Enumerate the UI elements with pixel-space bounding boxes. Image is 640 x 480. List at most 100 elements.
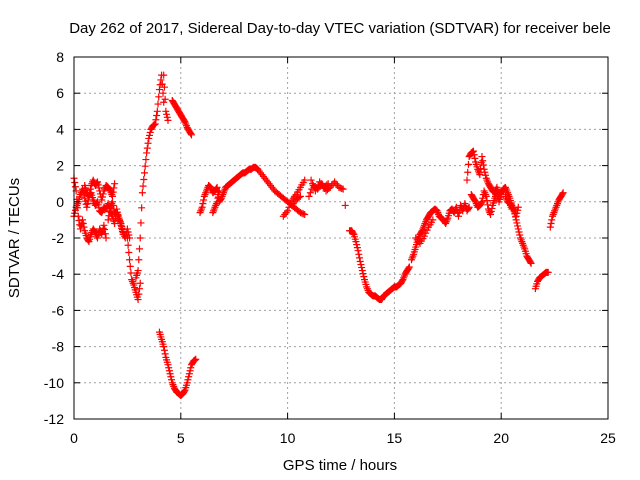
data-point xyxy=(111,180,119,188)
data-point-interp xyxy=(143,144,151,152)
data-point-interp xyxy=(358,264,366,272)
series-segment-early-b xyxy=(70,176,119,220)
data-point xyxy=(136,279,144,287)
data-point-interp xyxy=(306,189,314,197)
data-point-interp xyxy=(161,95,169,103)
y-tick-label: 0 xyxy=(56,194,64,210)
data-point-interp xyxy=(136,285,144,293)
data-point-interp xyxy=(128,277,136,285)
data-point-interp xyxy=(152,116,160,124)
data-point xyxy=(305,192,313,200)
data-point-interp xyxy=(163,110,171,118)
y-axis-label: SDTVAR / TECUs xyxy=(6,178,23,298)
data-point-interp xyxy=(477,165,485,173)
data-point xyxy=(463,176,471,184)
x-tick-label: 15 xyxy=(387,430,403,446)
data-point-interp xyxy=(78,219,86,227)
series-segment-rise-a xyxy=(407,200,473,264)
data-point-interp xyxy=(125,231,133,239)
data-point-interp xyxy=(153,112,161,120)
data-point-interp xyxy=(91,227,99,235)
data-point xyxy=(134,296,142,304)
series-segment-late-a xyxy=(531,268,552,293)
y-tick-label: -6 xyxy=(52,302,65,318)
data-point xyxy=(465,203,473,211)
data-point xyxy=(98,196,106,204)
data-point xyxy=(155,86,163,94)
data-point xyxy=(544,268,552,276)
data-point xyxy=(284,207,292,215)
data-point xyxy=(134,267,142,275)
x-tick-label: 10 xyxy=(280,430,296,446)
data-point xyxy=(307,176,315,184)
y-tick-label: 4 xyxy=(56,121,64,137)
data-point-interp xyxy=(146,128,154,136)
data-point-interp xyxy=(71,209,79,217)
data-point xyxy=(311,187,319,195)
data-point-interp xyxy=(199,200,207,208)
data-point xyxy=(123,234,131,242)
data-point-interp xyxy=(477,199,485,207)
data-point xyxy=(478,153,486,161)
data-point-interp xyxy=(471,197,479,205)
data-point-interp xyxy=(471,154,479,162)
x-tick-label: 25 xyxy=(600,430,616,446)
axis-ticks: 0 5 10 15 20 25 -12 -10 -8 -6 -4 -2 0 2 4 6 8 xyxy=(44,49,616,446)
series-segment-deep-dip xyxy=(155,328,200,399)
data-point-interp xyxy=(101,230,109,238)
data-point-interp xyxy=(84,200,92,208)
grid-layer xyxy=(74,57,608,419)
data-point-interp xyxy=(187,130,195,138)
data-point-interp xyxy=(95,184,103,192)
data-point xyxy=(160,98,168,106)
series-segment-spike-a xyxy=(463,147,535,267)
data-point-interp xyxy=(71,206,79,214)
data-point-interp xyxy=(408,254,416,262)
data-point-interp xyxy=(514,206,522,214)
series-segment-late-b xyxy=(546,189,567,231)
data-point-interp xyxy=(163,113,171,121)
data-point-interp xyxy=(356,254,364,262)
data-point-interp xyxy=(455,209,463,217)
data-point xyxy=(123,225,131,233)
data-point-interp xyxy=(479,194,487,202)
data-point xyxy=(429,216,437,224)
data-point-interp xyxy=(470,151,478,159)
x-tick-label: 0 xyxy=(70,430,78,446)
data-point-interp xyxy=(98,193,106,201)
data-point-interp xyxy=(475,169,483,177)
data-point-interp xyxy=(360,273,368,281)
data-point xyxy=(185,370,193,378)
data-point-interp xyxy=(79,220,87,228)
data-point xyxy=(482,192,490,200)
series-segment-climb-1 xyxy=(132,71,168,282)
data-point-interp xyxy=(144,139,152,147)
data-point xyxy=(81,194,89,202)
x-axis-label: GPS time / hours xyxy=(283,457,397,474)
data-point xyxy=(454,212,462,220)
y-tick-label: -4 xyxy=(52,266,65,282)
series-segment-isolated xyxy=(341,201,349,209)
data-point-interp xyxy=(165,364,173,372)
data-point-interp xyxy=(124,228,132,236)
data-point xyxy=(476,171,484,179)
data-point xyxy=(102,234,110,242)
data-point-interp xyxy=(157,76,165,84)
data-point xyxy=(93,198,101,206)
y-tick-label: 6 xyxy=(56,85,64,101)
data-series xyxy=(70,71,567,399)
data-point-interp xyxy=(74,200,82,208)
data-point-interp xyxy=(417,228,425,236)
data-point xyxy=(104,216,112,224)
data-point-interp xyxy=(150,121,158,129)
data-point xyxy=(83,203,91,211)
data-point xyxy=(140,169,148,177)
data-point-interp xyxy=(353,241,361,249)
data-point-interp xyxy=(482,171,490,179)
data-point-interp xyxy=(139,182,147,190)
data-point xyxy=(198,203,206,211)
data-point-interp xyxy=(349,229,357,237)
chart-title: Day 262 of 2017, Sidereal Day-to-day VTE… xyxy=(69,20,611,37)
data-point xyxy=(93,234,101,242)
data-point-interp xyxy=(186,367,194,375)
